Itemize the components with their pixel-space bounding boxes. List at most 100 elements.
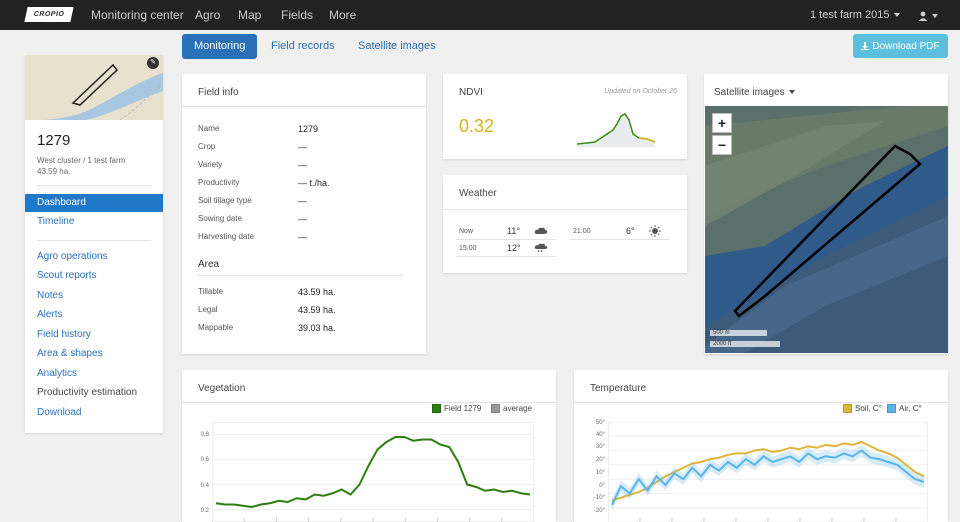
chevron-down-icon bbox=[893, 13, 900, 18]
legend-label-field: Field 1279 bbox=[444, 404, 482, 413]
farm-selector[interactable]: 1 test farm 2015 bbox=[810, 0, 900, 30]
veg-ytick: 0.8 bbox=[200, 432, 209, 438]
download-pdf-button[interactable]: Download PDF bbox=[853, 34, 948, 58]
cropio-logo[interactable]: CROPIO bbox=[24, 7, 74, 22]
temp-ytick: -10° bbox=[593, 495, 605, 501]
thumbnail-map-image bbox=[25, 55, 163, 120]
tab-monitoring[interactable]: Monitoring bbox=[182, 34, 258, 59]
temperature-chart[interactable] bbox=[608, 422, 928, 522]
info-value-productivity: — t./ha. bbox=[298, 178, 330, 188]
zoom-out-button[interactable]: − bbox=[712, 135, 732, 155]
ndvi-title: NDVI bbox=[459, 87, 483, 98]
legend-swatch-soil bbox=[843, 404, 852, 413]
weather-2100-temp: 6° bbox=[626, 226, 635, 236]
user-icon bbox=[918, 11, 928, 21]
temperature-title: Temperature bbox=[590, 383, 647, 394]
ndvi-updated-date: Updated on October 26 bbox=[604, 88, 677, 95]
area-section-title: Area bbox=[198, 259, 220, 270]
series-line bbox=[611, 440, 925, 502]
sidebar-item-agro-operations[interactable]: Agro operations bbox=[37, 251, 108, 262]
temp-ytick: 0° bbox=[599, 483, 605, 489]
area-value-mappable: 39.03 ha. bbox=[298, 323, 336, 333]
satellite-map[interactable] bbox=[705, 106, 948, 353]
nav-monitoring-center[interactable]: Monitoring center bbox=[91, 8, 184, 22]
legend-soil[interactable]: Soil, C° bbox=[843, 404, 882, 413]
cloud-icon bbox=[534, 227, 548, 234]
nav-map[interactable]: Map bbox=[238, 8, 262, 22]
legend-label-air: Air, C° bbox=[899, 404, 922, 413]
veg-ytick: 0.6 bbox=[200, 457, 209, 463]
temp-ytick: 10° bbox=[595, 470, 605, 476]
field-sidebar: ✎ 1279 West cluster / 1 test farm 43.59 … bbox=[25, 55, 163, 433]
info-value-variety: — bbox=[298, 160, 307, 170]
temp-ytick: 50° bbox=[595, 420, 605, 426]
edit-pencil-icon[interactable]: ✎ bbox=[147, 57, 159, 69]
weather-1500-temp: 12° bbox=[507, 243, 521, 253]
ndvi-card[interactable]: NDVI Updated on October 26 0.32 bbox=[443, 74, 687, 159]
legend-label-soil: Soil, C° bbox=[855, 404, 882, 413]
weather-card: Weather bbox=[443, 175, 687, 273]
legend-field[interactable]: Field 1279 bbox=[432, 404, 481, 413]
legend-swatch-air bbox=[887, 404, 896, 413]
tab-satellite-images[interactable]: Satellite images bbox=[358, 40, 436, 52]
vegetation-chart[interactable] bbox=[212, 422, 534, 522]
satellite-map-image bbox=[705, 106, 948, 353]
rain-cloud-icon bbox=[534, 243, 548, 252]
temp-ytick: 20° bbox=[595, 457, 605, 463]
info-label-sowing-date: Sowing date bbox=[198, 214, 243, 223]
divider bbox=[37, 185, 151, 186]
vegetation-title: Vegetation bbox=[198, 383, 246, 394]
sidebar-item-area-shapes[interactable]: Area & shapes bbox=[37, 348, 103, 359]
field-thumbnail-map[interactable]: ✎ bbox=[25, 55, 163, 120]
sidebar-item-dashboard[interactable]: Dashboard bbox=[25, 194, 163, 212]
area-label-tillable: Tillable bbox=[198, 287, 224, 296]
info-value-crop: — bbox=[298, 142, 307, 152]
weather-now-label: Now bbox=[459, 228, 474, 235]
series-line bbox=[611, 449, 925, 506]
satellite-dropdown[interactable]: Satellite images bbox=[714, 87, 795, 98]
info-label-crop: Crop bbox=[198, 142, 216, 151]
nav-fields[interactable]: Fields bbox=[281, 8, 314, 22]
temp-ytick: -20° bbox=[593, 508, 605, 514]
sidebar-item-download[interactable]: Download bbox=[37, 407, 82, 418]
sidebar-item-alerts[interactable]: Alerts bbox=[37, 309, 63, 320]
ndvi-value: 0.32 bbox=[459, 116, 495, 136]
area-value-legal: 43.59 ha. bbox=[298, 305, 336, 315]
info-value-soil-tillage: — bbox=[298, 196, 307, 206]
map-scale-feet: 2000 ft bbox=[710, 341, 780, 347]
chevron-down-icon bbox=[932, 13, 938, 18]
legend-average[interactable]: average bbox=[491, 404, 532, 413]
zoom-in-button[interactable]: + bbox=[712, 113, 732, 133]
nav-agro[interactable]: Agro bbox=[195, 8, 221, 22]
area-value-tillable: 43.59 ha. bbox=[298, 287, 336, 297]
sidebar-item-notes[interactable]: Notes bbox=[37, 290, 64, 301]
sidebar-item-field-history[interactable]: Field history bbox=[37, 329, 91, 340]
sidebar-item-timeline[interactable]: Timeline bbox=[37, 216, 75, 227]
info-label-harvesting-date: Harvesting date bbox=[198, 232, 255, 241]
sidebar-item-scout-reports[interactable]: Scout reports bbox=[37, 270, 97, 281]
info-label-productivity: Productivity bbox=[198, 178, 240, 187]
download-pdf-label: Download PDF bbox=[872, 40, 940, 52]
divider bbox=[574, 402, 948, 403]
user-menu[interactable] bbox=[918, 0, 938, 30]
weather-2100-label: 21:00 bbox=[573, 228, 591, 235]
legend-swatch-field bbox=[432, 404, 441, 413]
sidebar-item-analytics[interactable]: Analytics bbox=[37, 368, 78, 379]
sidebar-item-productivity-estimation[interactable]: Productivity estimation bbox=[37, 387, 138, 398]
nav-more[interactable]: More bbox=[329, 8, 357, 22]
ndvi-sparkline bbox=[577, 113, 656, 147]
field-cluster: West cluster / 1 test farm bbox=[37, 156, 126, 165]
veg-ytick: 0.4 bbox=[200, 483, 209, 489]
divider bbox=[182, 106, 426, 107]
area-label-mappable: Mappable bbox=[198, 323, 234, 332]
divider bbox=[443, 209, 687, 210]
chevron-down-icon bbox=[788, 90, 795, 95]
legend-air[interactable]: Air, C° bbox=[887, 404, 922, 413]
weather-1500-label: 15:00 bbox=[459, 245, 477, 252]
weather-now-temp: 11° bbox=[507, 226, 520, 236]
satellite-title: Satellite images bbox=[714, 87, 785, 98]
field-info-card: Field info bbox=[182, 74, 426, 354]
tab-field-records[interactable]: Field records bbox=[271, 40, 335, 52]
info-value-sowing-date: — bbox=[298, 214, 307, 224]
info-label-name: Name bbox=[198, 124, 220, 133]
